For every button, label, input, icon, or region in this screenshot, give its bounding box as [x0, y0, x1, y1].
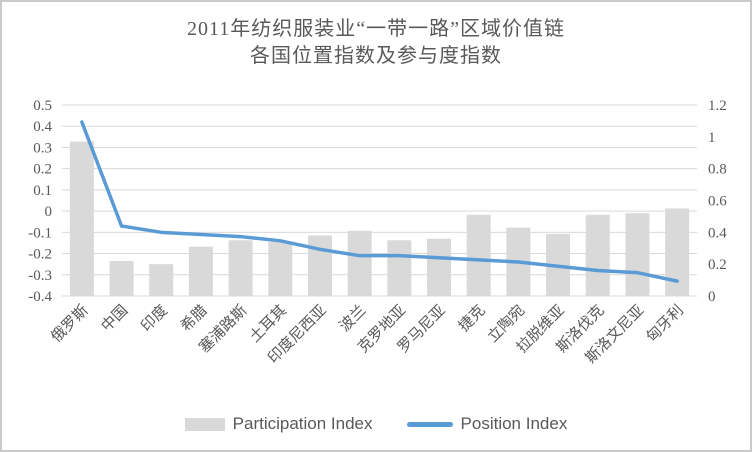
left-axis-tick: 0.4 [33, 119, 52, 135]
left-axis-tick: -0.3 [28, 268, 52, 284]
category-label: 希腊 [177, 302, 210, 335]
category-label: 波兰 [336, 302, 369, 335]
right-axis-tick: 1 [708, 130, 716, 146]
legend-participation-label: Participation Index [232, 414, 373, 433]
participation-bar [347, 230, 372, 296]
right-axis-tick: 0.8 [708, 162, 727, 178]
category-label: 匈牙利 [643, 302, 687, 346]
participation-bar [625, 213, 650, 296]
left-axis-tick: -0.2 [28, 247, 52, 263]
right-axis-tick: 1.2 [708, 98, 727, 114]
position-swatch-icon [406, 421, 453, 427]
left-axis-tick: -0.4 [28, 289, 52, 305]
left-axis-tick: 0 [45, 204, 53, 220]
participation-bar [427, 238, 452, 296]
legend-item-participation: Participation Index [184, 414, 373, 434]
position-line [80, 120, 679, 283]
participation-bar [228, 240, 253, 296]
category-label: 中国 [98, 302, 131, 335]
category-label: 印度 [138, 302, 171, 335]
category-label: 俄罗斯 [48, 302, 92, 346]
participation-bar [307, 235, 332, 296]
participation-bar [109, 260, 134, 296]
legend-position-label: Position Index [460, 414, 568, 433]
participation-bar [188, 246, 213, 296]
category-label: 捷克 [455, 302, 488, 335]
participation-bar [268, 241, 293, 296]
right-axis-tick: 0.4 [708, 225, 727, 241]
chart-title-line1: 2011年纺织服装业“一带一路”区域价值链 [186, 18, 565, 40]
participation-bar [149, 264, 174, 296]
left-axis-tick: 0.5 [33, 98, 52, 114]
left-axis-tick: 0.1 [33, 183, 52, 199]
left-axis-tick: 0.2 [33, 162, 52, 178]
participation-bar [387, 240, 412, 296]
participation-swatch-icon [184, 417, 225, 431]
participation-bar [585, 214, 610, 296]
participation-bar [69, 141, 94, 296]
right-axis-tick: 0.6 [708, 194, 727, 210]
chart-title: 2011年纺织服装业“一带一路”区域价值链 各国位置指数及参与度指数 [2, 16, 750, 70]
legend-item-position: Position Index [406, 414, 568, 434]
left-axis-tick: 0.3 [33, 140, 52, 156]
chart-title-line2: 各国位置指数及参与度指数 [250, 45, 502, 67]
participation-bar [466, 214, 491, 296]
right-axis-tick: 0.2 [708, 257, 727, 273]
chart-legend: Participation Index Position Index [2, 414, 750, 434]
right-axis-tick: 0 [708, 289, 716, 305]
left-axis-tick: -0.1 [28, 225, 52, 241]
